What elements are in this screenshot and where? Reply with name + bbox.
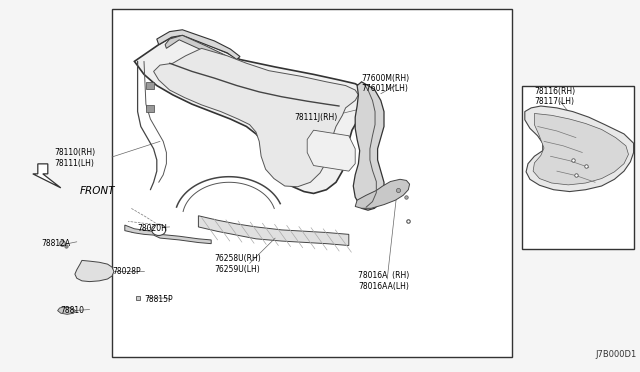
Polygon shape xyxy=(533,113,628,185)
Text: 78028P: 78028P xyxy=(112,267,141,276)
Text: 77600M(RH)
77601M(LH): 77600M(RH) 77601M(LH) xyxy=(362,74,410,93)
Text: 78810: 78810 xyxy=(61,306,84,315)
Text: 78111J(RH): 78111J(RH) xyxy=(294,113,338,122)
Polygon shape xyxy=(165,35,234,63)
Polygon shape xyxy=(157,30,240,60)
Text: 78020H: 78020H xyxy=(138,224,168,233)
Polygon shape xyxy=(525,106,634,192)
Polygon shape xyxy=(307,130,355,171)
Text: 78812A: 78812A xyxy=(42,239,71,248)
Text: 76258U(RH)
76259U(LH): 76258U(RH) 76259U(LH) xyxy=(214,254,261,274)
Bar xyxy=(112,9,512,357)
Polygon shape xyxy=(58,307,76,314)
Text: 78016A  (RH)
78016AA(LH): 78016A (RH) 78016AA(LH) xyxy=(358,271,410,291)
Polygon shape xyxy=(125,225,211,244)
Polygon shape xyxy=(75,260,114,282)
Text: FRONT: FRONT xyxy=(80,186,115,196)
Polygon shape xyxy=(355,179,410,208)
Polygon shape xyxy=(33,164,61,188)
Ellipse shape xyxy=(152,224,166,235)
Text: 78815P: 78815P xyxy=(144,295,173,304)
Text: 78116(RH)
78117(LH): 78116(RH) 78117(LH) xyxy=(534,87,575,106)
Bar xyxy=(146,82,154,89)
Polygon shape xyxy=(353,82,384,210)
Text: 78110(RH)
78111(LH): 78110(RH) 78111(LH) xyxy=(54,148,95,168)
Polygon shape xyxy=(198,216,349,246)
Polygon shape xyxy=(134,35,368,193)
Bar xyxy=(146,105,154,112)
Polygon shape xyxy=(154,48,358,187)
Bar xyxy=(522,86,634,249)
Text: J7B000D1: J7B000D1 xyxy=(596,350,637,359)
